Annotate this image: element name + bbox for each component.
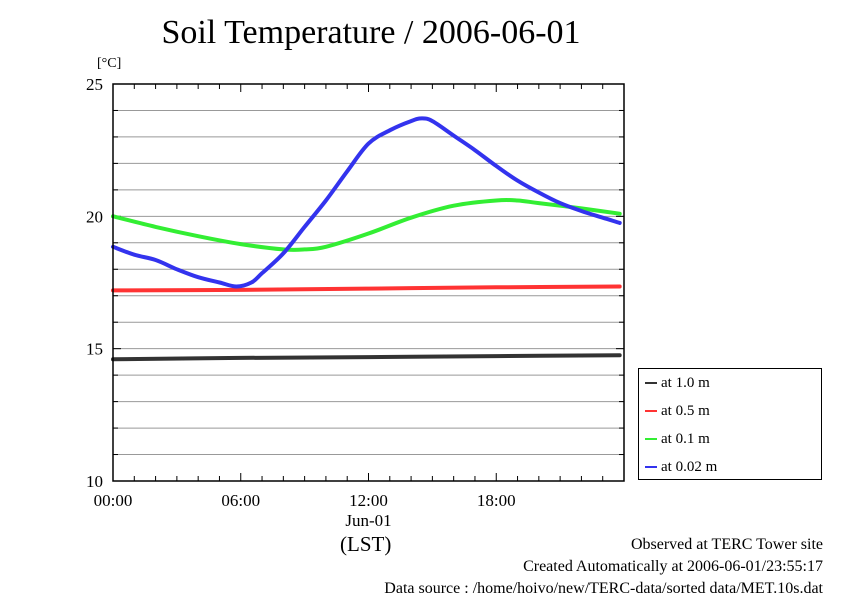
y-axis-unit-label: [°C] (97, 56, 122, 71)
chart-title: Soil Temperature / 2006-06-01 (161, 14, 581, 51)
y-tick-label-25: 25 (86, 75, 103, 94)
legend-swatch-1.0m (645, 382, 657, 384)
legend-swatch-0.02m (645, 466, 657, 468)
series-line-at-1.0-m (111, 353, 622, 362)
legend-item-1.0m: at 1.0 m (645, 374, 710, 392)
legend-item-0.02m: at 0.02 m (645, 458, 717, 476)
y-tick-label-20: 20 (86, 207, 103, 226)
series-line-at-0.1-m (111, 197, 622, 252)
series-line-at-0.5-m (111, 284, 622, 293)
y-tick-label-15: 15 (86, 340, 103, 359)
series-line-at-0.02-m (111, 116, 622, 289)
legend-swatch-0.5m (645, 410, 657, 412)
x-tick-label-18:00: 18:00 (477, 491, 516, 510)
x-axis-label: (LST) (340, 532, 392, 556)
legend-label-0.5m: at 0.5 m (661, 402, 710, 419)
legend-label-0.1m: at 0.1 m (661, 430, 710, 447)
y-tick-label-10: 10 (86, 472, 103, 491)
legend-item-0.1m: at 0.1 m (645, 430, 710, 448)
footer-created-timestamp: Created Automatically at 2006-06-01/23:5… (523, 558, 823, 575)
plot-frame (112, 83, 625, 482)
x-tick-label-06:00: 06:00 (221, 491, 260, 510)
legend-label-1.0m: at 1.0 m (661, 374, 710, 391)
x-date-label: Jun-01 (345, 511, 391, 530)
x-tick-label-00:00: 00:00 (94, 491, 133, 510)
footer-data-source: Data source : /home/hoivo/new/TERC-data/… (384, 580, 823, 597)
legend-swatch-0.1m (645, 438, 657, 440)
legend: at 1.0 m at 0.5 m at 0.1 m at 0.02 m (638, 368, 822, 480)
legend-item-0.5m: at 0.5 m (645, 402, 710, 420)
x-tick-label-12:00: 12:00 (349, 491, 388, 510)
legend-label-0.02m: at 0.02 m (661, 458, 718, 475)
footer-observed-site: Observed at TERC Tower site (630, 536, 823, 553)
